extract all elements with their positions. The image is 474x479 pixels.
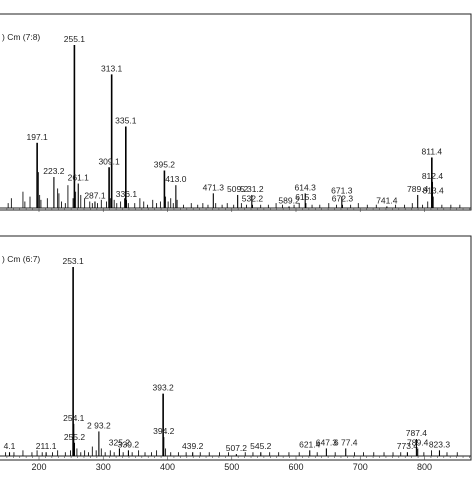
peak-label: 339.2: [118, 439, 140, 449]
peak-label: 211.1: [36, 441, 57, 451]
x-tick-label: 700: [353, 462, 368, 472]
peak-label: 223.2: [43, 166, 65, 176]
peak-label: 823.3: [429, 439, 451, 449]
peak-label: 335.1: [115, 116, 137, 126]
peak-label: 6 77.4: [334, 437, 358, 447]
x-tick-label: 600: [288, 462, 303, 472]
peak-label: 254.1: [63, 413, 85, 423]
x-tick-label: 300: [96, 462, 111, 472]
panel-frame: [0, 13, 472, 211]
peak-label: 413.0: [165, 174, 187, 184]
peak-label: 313.1: [101, 63, 123, 73]
peak-label: 811.4: [422, 146, 443, 156]
peak-label: 395.2: [154, 160, 176, 170]
x-tick-label: 500: [224, 462, 239, 472]
x-tick-label: 800: [417, 462, 432, 472]
peak-label: 672.3: [332, 194, 354, 204]
peak-label: 787.4: [406, 428, 428, 438]
peak-label: 309.1: [98, 156, 120, 166]
peak-label: 647.3: [316, 437, 338, 447]
peak-label: 532.2: [242, 194, 264, 204]
peak-label: 197.1: [26, 132, 48, 142]
peak-label: 545.2: [250, 441, 272, 451]
peak-label: 253.1: [62, 256, 84, 266]
peak-label: 325.2: [109, 437, 131, 447]
peak-label: 287.1: [84, 190, 106, 200]
peak-label: 336.1: [116, 189, 138, 199]
peak-label: 471.3: [203, 182, 225, 192]
peak-label: 4.1: [4, 441, 16, 451]
peak-label: 773.4: [397, 441, 419, 451]
peak-label: 589.2: [278, 195, 300, 205]
peak-label: 394.2: [153, 426, 175, 436]
peak-label: 393.2: [152, 383, 174, 393]
x-tick-label: 200: [31, 462, 46, 472]
peak-label: 614.3: [295, 182, 317, 192]
peak-label: 507.2: [226, 443, 248, 453]
peak-label: 261.1: [68, 173, 90, 183]
x-tick-label: 400: [160, 462, 175, 472]
top-spectrum-panel: ) Cm (7:8) 255.1 313.1 335.1 197.1 309.1 261.…: [0, 13, 472, 212]
peak-label: 509.2: [227, 184, 249, 194]
peak-label: 2 93.2: [87, 420, 111, 430]
peak-label: 439.2: [182, 441, 204, 451]
peak-label: 789.4: [407, 184, 429, 194]
peak-label: 621.4: [299, 439, 321, 449]
peak-label: 5 31.2: [240, 184, 264, 194]
peak-label: 813.4: [422, 186, 444, 196]
top-spectrum-header: ) Cm (7:8): [2, 32, 40, 42]
peak-label: 255.2: [64, 432, 86, 442]
panel-frame: [0, 235, 472, 461]
peak-label: 671.3: [331, 186, 353, 196]
bottom-spectrum-header: ) Cm (6:7): [2, 254, 40, 264]
peak-label: 812.4: [422, 171, 444, 181]
bottom-spectrum-panel: ) Cm (6:7) 253.1 393.2 254.12 93.2 394.2 255…: [0, 235, 472, 472]
peak-label: 255.1: [64, 34, 86, 44]
peak-label: 741.4: [376, 195, 398, 205]
peak-label: 789.4: [407, 437, 429, 447]
peak-label: 615.3: [295, 192, 317, 202]
